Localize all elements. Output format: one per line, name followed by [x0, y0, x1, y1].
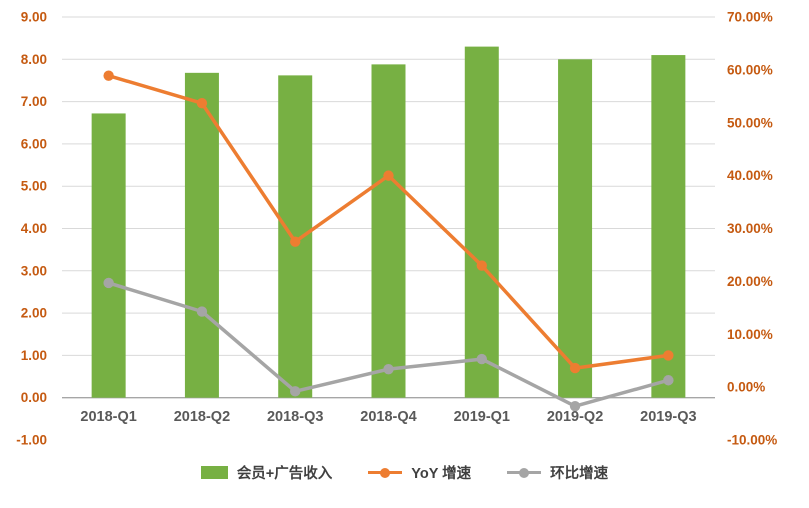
qoq-marker [569, 400, 581, 412]
legend-item-revenue: 会员+广告收入 [200, 462, 333, 483]
combo-chart-plot: 9.00 8.00 7.00 6.00 5.00 4.00 3.00 2.00 1.00 0.00… [16, 10, 777, 448]
right-axis-tick: 70.00% [727, 10, 773, 25]
legend-label-yoy: YoY 增速 [411, 466, 472, 482]
chart-legend: 会员+广告收入 YoY 增速 环比增速 [0, 462, 809, 483]
left-axis-tick: 0.00 [21, 390, 47, 405]
left-axis-tick: 9.00 [21, 10, 47, 25]
left-axis-tick: -1.00 [16, 433, 47, 448]
yoy-dot-swatch [380, 467, 391, 478]
bar-2019-Q2 [558, 59, 593, 398]
qoq-line-marker-icon [507, 466, 542, 479]
right-axis-tick: 0.00% [727, 380, 765, 395]
left-axis-tick: 3.00 [21, 263, 47, 278]
legend-label-revenue: 会员+广告收入 [236, 466, 333, 482]
yoy-marker [663, 350, 674, 361]
qoq-marker [663, 375, 674, 386]
left-axis-tick: 4.00 [21, 221, 47, 236]
right-axis-tick: 20.00% [727, 274, 773, 289]
x-axis-label: 2018-Q3 [267, 409, 323, 425]
qoq-dot-swatch [519, 467, 530, 478]
x-axis-label: 2018-Q1 [80, 409, 136, 425]
legend-item-qoq: 环比增速 [507, 462, 608, 483]
bar-2019-Q1 [464, 46, 499, 398]
x-axis-label: 2018-Q4 [360, 409, 416, 425]
left-axis-tick: 2.00 [21, 306, 47, 321]
x-axis-label: 2019-Q1 [454, 409, 510, 425]
qoq-marker [476, 353, 487, 365]
yoy-marker [290, 236, 301, 247]
legend-label-qoq: 环比增速 [550, 466, 609, 482]
left-axis-tick: 7.00 [21, 94, 47, 109]
yoy-marker [569, 362, 581, 374]
yoy-marker [196, 97, 208, 109]
right-axis-tick: 60.00% [727, 62, 773, 77]
left-axis-tick: 1.00 [21, 348, 47, 363]
qoq-marker [196, 306, 208, 317]
qoq-marker [103, 277, 114, 289]
x-axis-label: 2018-Q2 [174, 409, 230, 425]
bar-swatch-icon [200, 466, 228, 479]
left-axis-tick: 5.00 [21, 179, 47, 194]
right-axis-tick: 40.00% [727, 168, 773, 183]
qoq-marker [290, 386, 301, 397]
x-axis-label: 2019-Q3 [640, 409, 696, 425]
yoy-line-marker-icon [368, 466, 403, 479]
bar-2018-Q4 [371, 64, 406, 398]
right-axis-tick: 30.00% [727, 221, 773, 236]
left-axis-tick: 8.00 [21, 52, 47, 67]
legend-item-yoy: YoY 增速 [368, 462, 471, 483]
bar-2019-Q3 [651, 55, 686, 398]
qoq-marker [383, 363, 394, 375]
yoy-marker [476, 260, 487, 271]
bar-2018-Q1 [91, 113, 126, 398]
right-axis-tick: 50.00% [727, 115, 773, 130]
right-axis-tick: -10.00% [727, 433, 777, 448]
x-axis-label: 2019-Q2 [547, 409, 603, 425]
yoy-marker [103, 70, 114, 81]
right-axis-tick: 10.00% [727, 327, 773, 342]
yoy-marker [383, 170, 394, 181]
bar-2018-Q2 [184, 72, 219, 398]
left-axis-tick: 6.00 [21, 136, 47, 151]
